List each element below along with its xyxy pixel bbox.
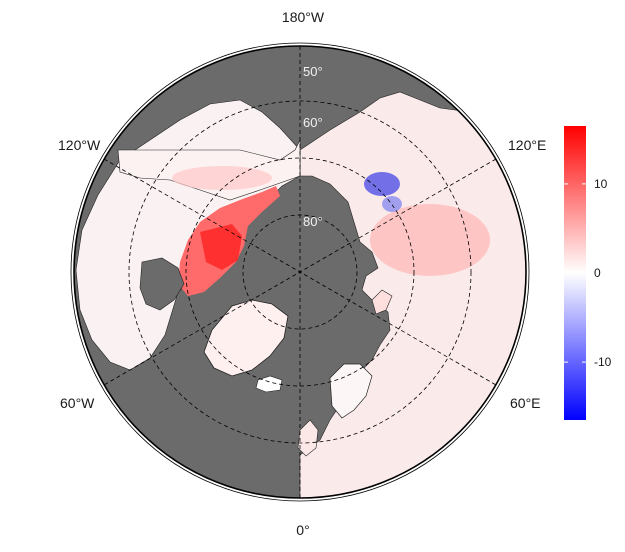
lon-label-120e: 120°E <box>508 137 546 153</box>
british-isles <box>297 419 319 457</box>
hudson-bay <box>139 257 185 311</box>
graticule <box>74 46 526 498</box>
lon-label-180w: 180°W <box>282 9 325 25</box>
lon-label-60e: 60°E <box>510 395 541 411</box>
colorbar-tick-label: 10 <box>594 177 608 191</box>
novaya-zemlya <box>371 289 393 315</box>
lon-label-120w: 120°W <box>58 137 101 153</box>
meridian-120e-60w <box>103 158 497 386</box>
iceland <box>255 375 283 393</box>
lat-label-60: 60° <box>303 115 323 130</box>
anomaly-alaska <box>172 166 272 190</box>
lat-label-80: 80° <box>303 214 323 229</box>
anomaly-cold-siberia <box>364 172 400 196</box>
colorbar: 10 0 -10 <box>564 126 612 420</box>
anomaly-canadian-islands <box>200 224 242 270</box>
map-border <box>73 45 527 499</box>
anomaly-cold-siberia-2 <box>382 196 402 212</box>
colorbar-tick-label: 0 <box>594 266 601 280</box>
colorbar-tick-label: -10 <box>594 355 612 369</box>
colorbar-gradient <box>564 126 586 420</box>
lat-label-50: 50° <box>303 64 323 79</box>
scandinavia <box>329 363 373 419</box>
lat-circle-60 <box>128 100 472 444</box>
map-border-outer <box>70 42 530 502</box>
lon-label-0: 0° <box>296 522 309 538</box>
anomaly-siberia <box>370 204 490 276</box>
greenland <box>203 299 289 377</box>
lon-label-60w: 60°W <box>60 395 95 411</box>
